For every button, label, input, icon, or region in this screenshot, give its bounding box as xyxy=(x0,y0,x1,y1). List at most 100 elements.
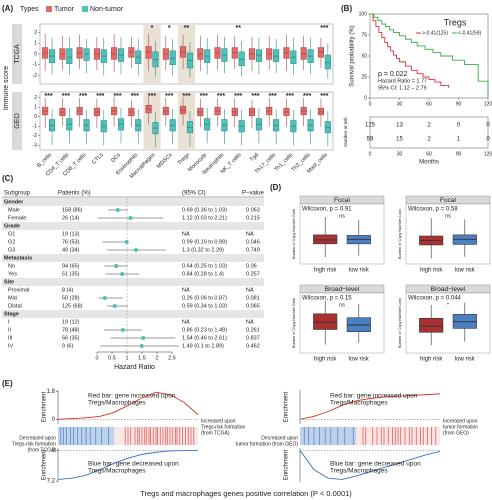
plot-frame xyxy=(299,203,385,265)
ci-label: 0.69 (0.36 to 1.03) xyxy=(182,207,227,213)
x-axis-label: Hazard Ratio xyxy=(114,364,155,371)
significance-label: ** xyxy=(235,25,241,32)
significance-label: * xyxy=(151,25,154,32)
significance-label: * xyxy=(168,25,171,32)
box-box xyxy=(83,48,90,61)
y-axis-label: Enrichment xyxy=(42,392,48,423)
row-label: I xyxy=(8,319,10,325)
p-value: NA xyxy=(246,319,254,325)
patients: 158 (86) xyxy=(62,207,83,213)
patients: 125 (68) xyxy=(62,303,83,309)
plot-title: Broad−level xyxy=(431,286,466,293)
row-label: G2 xyxy=(8,239,15,245)
legend-swatch xyxy=(46,6,52,12)
significance-label: *** xyxy=(165,93,173,100)
y-tick-label: -1 xyxy=(33,124,38,130)
panel-label: (E) xyxy=(2,379,13,388)
up-label: Red bar: gene increased upon xyxy=(330,393,418,400)
box-box xyxy=(238,51,245,67)
significance: * xyxy=(447,302,450,308)
legend-title: Types xyxy=(20,6,39,13)
x-tick-label: high risk xyxy=(420,268,443,274)
y-tick-label: 2 xyxy=(34,95,37,101)
x-tick-label: low risk xyxy=(455,268,476,274)
significance-label: *** xyxy=(200,93,208,100)
annotation: p = 0.022 xyxy=(378,71,407,78)
x-tick-label: low risk xyxy=(349,357,370,363)
patients: 19 (12) xyxy=(62,319,80,325)
up-curve xyxy=(299,393,441,420)
cnv-box-box xyxy=(313,234,338,245)
row-label: II xyxy=(8,327,12,333)
significance-label: *** xyxy=(320,25,328,32)
x-tick-label: 60 xyxy=(426,101,432,107)
risk-value: 0 xyxy=(457,123,461,129)
y-axis-label: Burden of Copy Number Gain xyxy=(292,298,296,348)
box-box xyxy=(324,54,331,70)
p-value: NA xyxy=(246,287,254,293)
x-tick-label: high risk xyxy=(314,268,337,274)
x-tick-label: 120 xyxy=(484,101,492,107)
significance-label: *** xyxy=(148,93,156,100)
down-label: Blue bar: gene decreased upon xyxy=(330,461,421,468)
legend-label: Tumor xyxy=(54,6,75,13)
group-band xyxy=(2,222,264,230)
plot-frame xyxy=(405,203,491,265)
facet-label: TCGA xyxy=(14,44,21,64)
decreased-label: (from TCGA) xyxy=(27,447,56,453)
row-label: III xyxy=(8,335,13,341)
hr-point xyxy=(120,328,125,332)
p-value: 0.063 xyxy=(246,207,260,213)
test-label: Wilcoxon, p = 0.58 xyxy=(408,207,458,213)
significance-label: *** xyxy=(320,93,328,100)
x-tick-label: 30 xyxy=(397,101,403,107)
survival-curve xyxy=(370,13,450,88)
decreased-label: tumor formation (from GEO) xyxy=(236,441,299,447)
row-label: Distal xyxy=(8,303,22,309)
x-tick-label: DCs xyxy=(110,152,122,164)
group-label: Metastasis xyxy=(4,255,32,261)
decreased-label: Decreased upon xyxy=(19,435,56,441)
y-axis-label: Enrichment xyxy=(284,450,290,481)
row-label: Female xyxy=(8,215,26,221)
p-value: 0.837 xyxy=(246,335,260,341)
increased-label: (from GEO) xyxy=(443,430,469,436)
significance-label: *** xyxy=(113,93,121,100)
group-band xyxy=(2,278,264,286)
ci-label: 1.12 (0.03 to 2.21) xyxy=(182,215,227,221)
p-value: 0.065 xyxy=(246,303,260,309)
y-tick-label: -2 xyxy=(33,133,38,139)
significance-label: *** xyxy=(96,93,104,100)
patients: 8 (4) xyxy=(62,287,73,293)
y-tick-label: 1 xyxy=(34,105,37,111)
ci-label: NA xyxy=(182,231,190,237)
y-tick-label: 0 xyxy=(34,114,37,120)
row-label: Proximal xyxy=(8,287,29,293)
ci-label: 0.64 (0.25 to 1.03) xyxy=(182,263,227,269)
increased-label: tumor formation xyxy=(443,424,478,430)
y-axis-label: Burden of Copy Number Gain xyxy=(292,209,296,259)
significance: ns xyxy=(339,213,345,219)
hr-point xyxy=(115,208,120,212)
increased-label: (from TCGA) xyxy=(201,430,230,436)
risk-value: 125 xyxy=(365,123,376,129)
y-axis-label: Survival probability (%) xyxy=(350,25,356,86)
hr-point xyxy=(134,248,138,252)
x-tick-label: 1 xyxy=(125,355,128,361)
patients: 56 (35) xyxy=(62,335,80,341)
significance-label: *** xyxy=(182,93,190,100)
p-value: 0.749 xyxy=(246,247,260,253)
p-value: 0.462 xyxy=(246,343,260,349)
highlight-band xyxy=(143,92,161,150)
legend-label: >-0.41(125) xyxy=(422,30,448,36)
decreased-label: Tregs-risk formation xyxy=(12,441,56,447)
plot-title: Focal xyxy=(440,197,456,204)
y-axis-label: Enrichment xyxy=(284,392,290,423)
y-tick-label: 0 xyxy=(34,51,37,57)
p-value: 0.215 xyxy=(246,215,260,221)
risk-value: 0 xyxy=(486,137,490,143)
facet-strip xyxy=(12,24,22,84)
box-box xyxy=(317,47,324,58)
row-label: Male xyxy=(8,207,20,213)
group-label: Gender xyxy=(4,199,24,205)
